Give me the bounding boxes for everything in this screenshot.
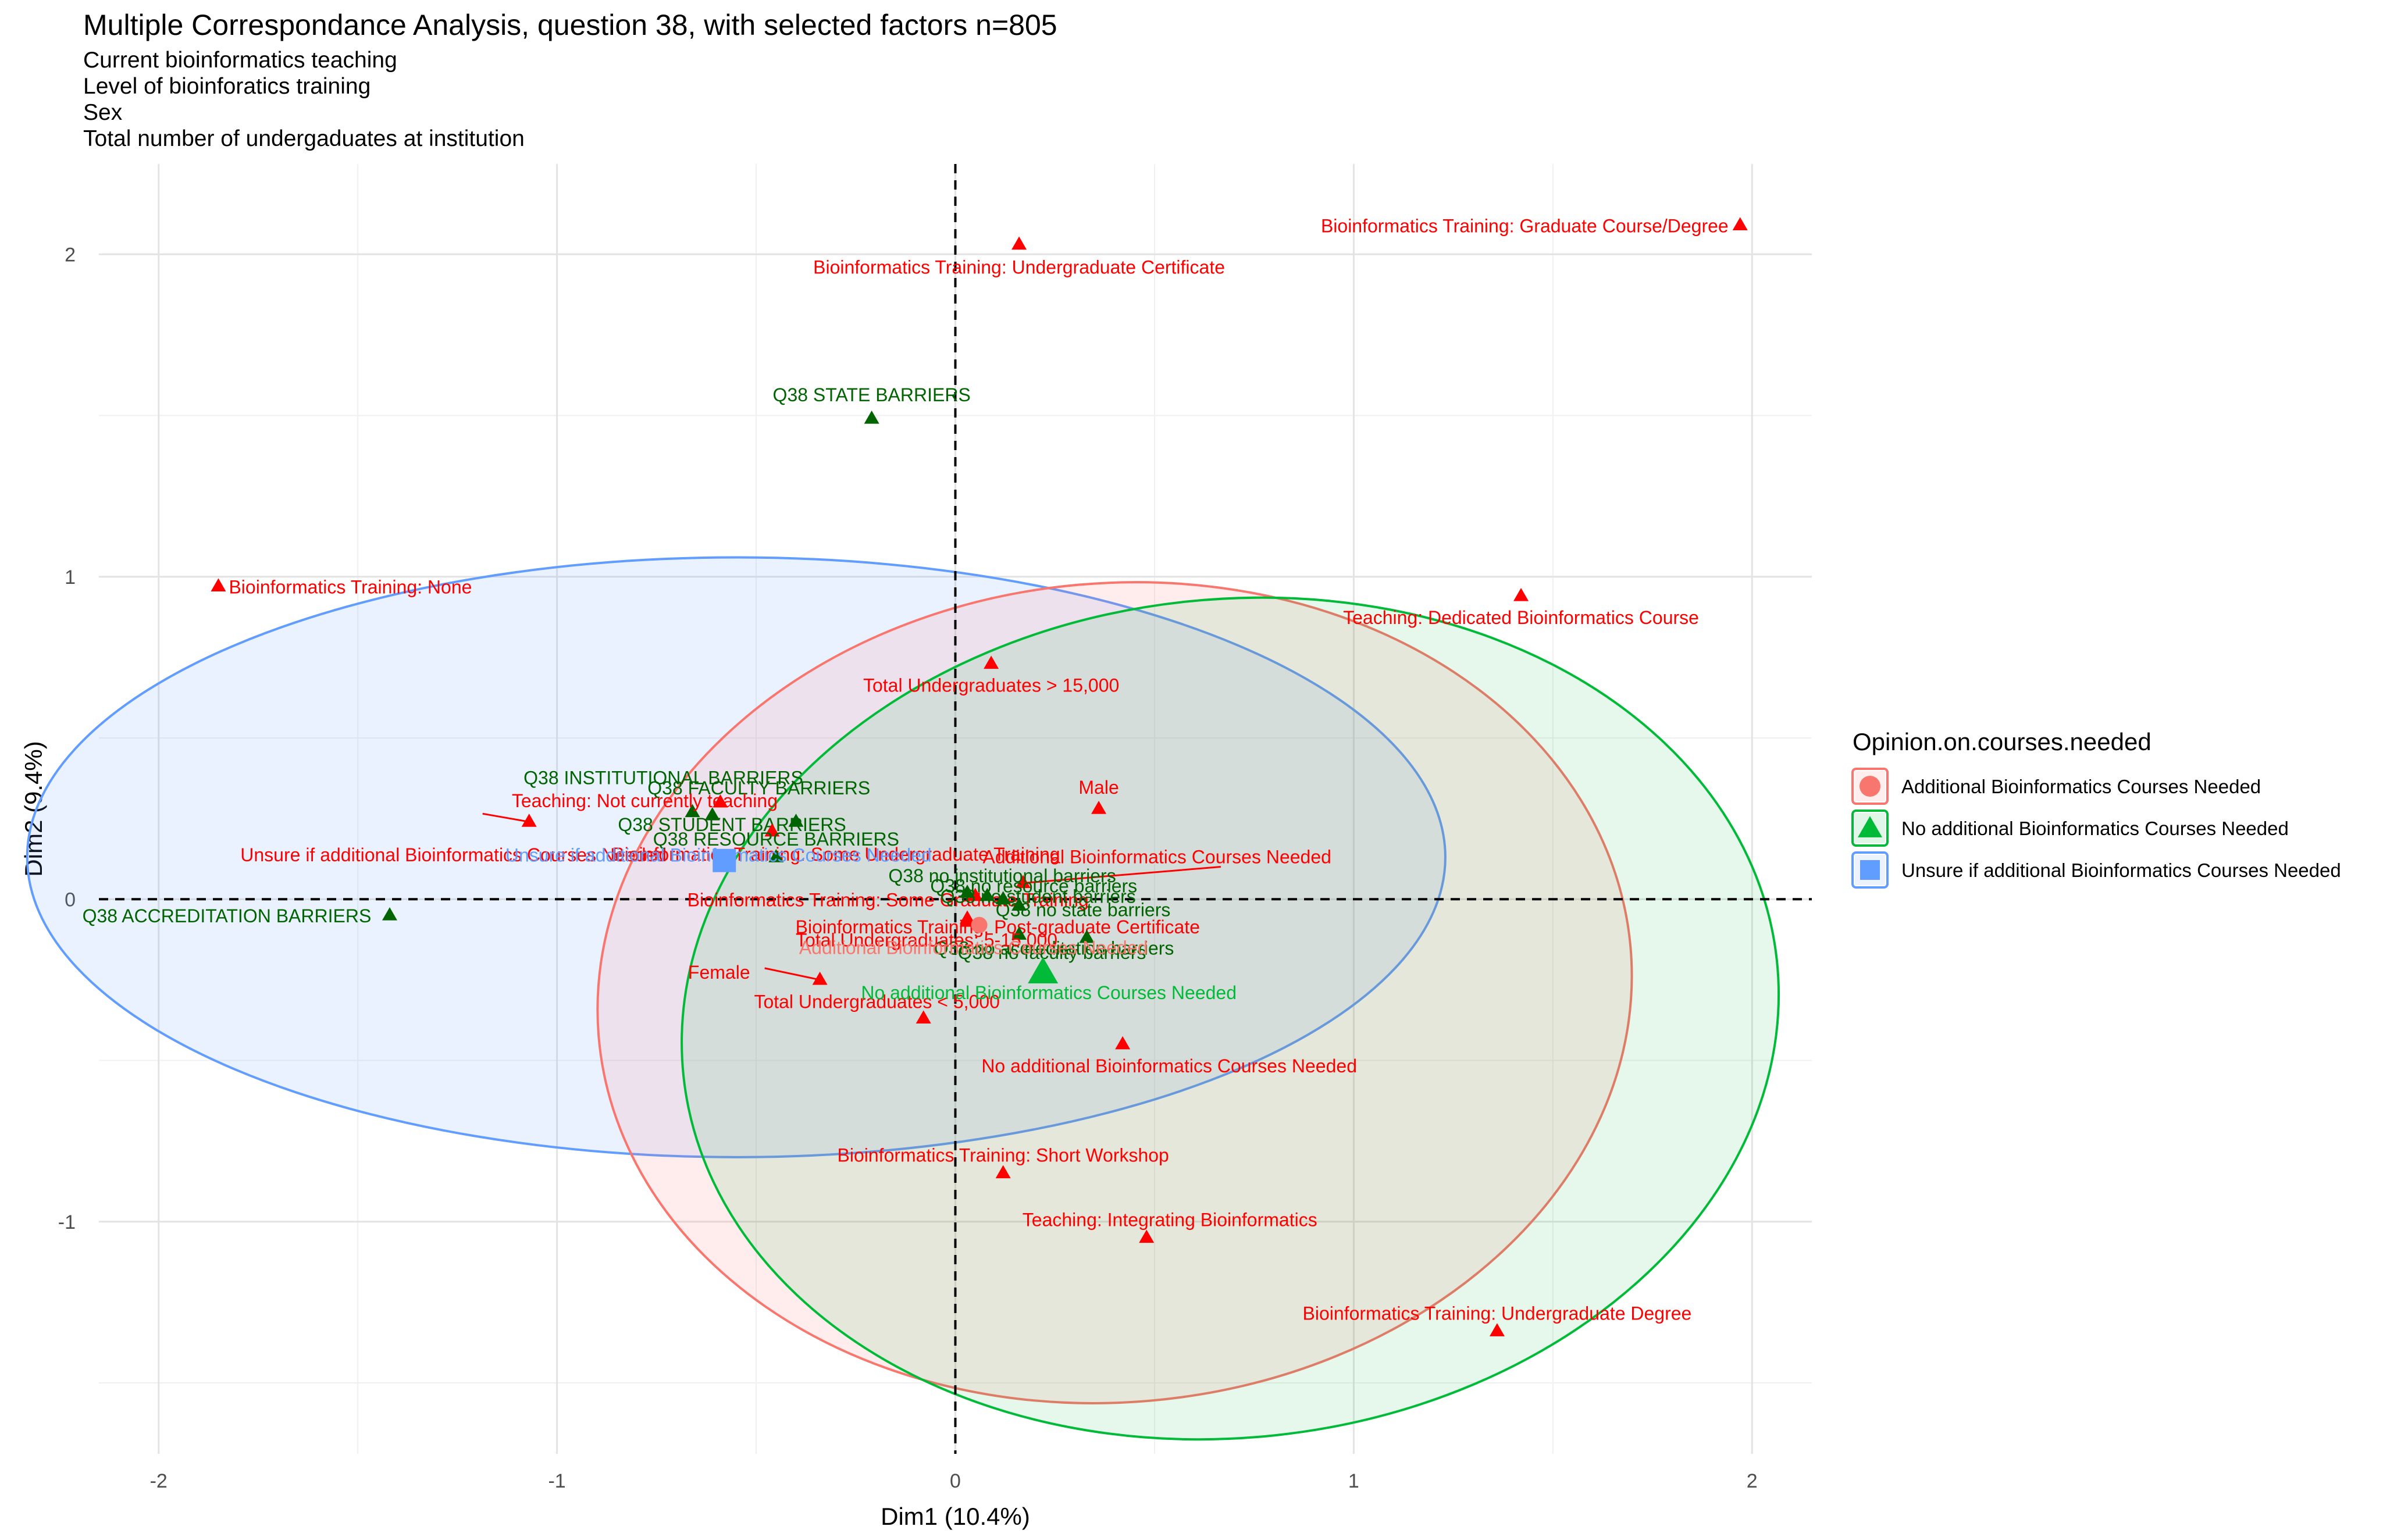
barrier-point bbox=[1011, 897, 1027, 911]
category-label: Teaching: Not currently teaching bbox=[512, 790, 778, 811]
category-point bbox=[1011, 236, 1027, 250]
category-label: Total Undergraduates: 5-15,000 bbox=[796, 930, 1057, 951]
y-axis-label: Dim2 (9.4%) bbox=[20, 741, 47, 876]
chart-subtitle-line: Current bioinformatics teaching bbox=[83, 48, 397, 73]
barrier-point bbox=[960, 885, 975, 898]
legend-label: Additional Bioinformatics Courses Needed bbox=[1901, 776, 2261, 797]
barrier-label: Q38 no institutional barriers bbox=[888, 865, 1116, 886]
category-label: Bioinformatics Training: Undergraduate D… bbox=[1303, 1303, 1692, 1324]
barrier-point bbox=[768, 849, 784, 862]
category-label: No additional Bioinformatics Courses Nee… bbox=[981, 1055, 1357, 1076]
barrier-label: Q38 no faculty barriers bbox=[958, 942, 1146, 963]
barrier-point bbox=[704, 807, 720, 821]
chart-title: Multiple Correspondance Analysis, questi… bbox=[83, 9, 1057, 41]
barrier-point bbox=[995, 891, 1011, 904]
barrier-label: Q38 no accreditation barriers bbox=[934, 937, 1174, 958]
category-label: Bioinformatics Training: Post-graduate C… bbox=[796, 917, 1200, 937]
category-point bbox=[916, 1010, 931, 1024]
y-tick-label: 1 bbox=[65, 566, 76, 589]
barrier-label: Q38 no student barriers bbox=[941, 886, 1136, 907]
category-label: Total Undergraduates > 15,000 bbox=[863, 675, 1119, 696]
category-point bbox=[211, 578, 226, 591]
barrier-label: Q38 STATE BARRIERS bbox=[773, 384, 971, 405]
category-point bbox=[995, 1165, 1011, 1179]
category-point bbox=[1091, 800, 1107, 814]
category-point bbox=[1139, 1229, 1155, 1243]
barrier-label: Q38 no resource barriers bbox=[930, 876, 1137, 897]
legend-triangle-icon bbox=[1858, 816, 1882, 837]
category-point bbox=[1015, 875, 1031, 889]
barrier-point bbox=[788, 814, 804, 827]
barrier-point bbox=[864, 411, 879, 424]
label-leader-line bbox=[1023, 866, 1221, 885]
x-tick-label: -2 bbox=[150, 1470, 168, 1492]
legend-square-icon bbox=[1860, 860, 1880, 880]
barrier-point bbox=[382, 907, 397, 921]
x-tick-label: 0 bbox=[950, 1470, 961, 1492]
chart-subtitle-line: Total number of undergaduates at institu… bbox=[83, 126, 525, 151]
barrier-point bbox=[1011, 926, 1027, 940]
category-label: Bioinformatics Training: Short Workshop bbox=[838, 1145, 1169, 1166]
category-label: Teaching: Integrating Bioinformatics bbox=[1023, 1209, 1317, 1230]
legend-circle-icon bbox=[1860, 776, 1880, 797]
x-tick-label: 1 bbox=[1348, 1470, 1359, 1492]
chart-subtitle-line: Sex bbox=[83, 100, 123, 125]
barrier-label: Q38 RESOURCE BARRIERS bbox=[653, 829, 899, 850]
label-leader-line bbox=[764, 967, 820, 981]
category-point bbox=[984, 655, 999, 669]
category-label: Bioinformatics Training: Undergraduate C… bbox=[813, 257, 1225, 278]
group-centroid-circle bbox=[971, 917, 988, 933]
legend-title: Opinion.on.courses.needed bbox=[1853, 728, 2151, 755]
barrier-label: Q38 FACULTY BARRIERS bbox=[647, 778, 870, 798]
barrier-point bbox=[1079, 929, 1095, 943]
group-centroid-label: Unsure if additional Bioinformatics Cour… bbox=[505, 845, 932, 866]
category-point bbox=[1513, 588, 1529, 601]
barrier-label: Q38 INSTITUTIONAL BARRIERS bbox=[523, 768, 803, 789]
category-point bbox=[1489, 1323, 1505, 1336]
group-centroid-triangle bbox=[1028, 957, 1059, 983]
x-tick-label: 2 bbox=[1747, 1470, 1758, 1492]
group-centroid-square bbox=[713, 848, 736, 872]
category-label: Additional Bioinformatics Courses Needed bbox=[983, 847, 1331, 868]
x-tick-label: -1 bbox=[548, 1470, 565, 1492]
category-label: Bioinformatics Training: None bbox=[229, 576, 472, 597]
category-label: Total Undergraduates < 5,000 bbox=[754, 991, 1000, 1012]
category-label: Female bbox=[688, 962, 750, 983]
category-point bbox=[713, 794, 728, 808]
legend-label: No additional Bioinformatics Courses Nee… bbox=[1901, 818, 2289, 839]
barrier-point bbox=[685, 804, 700, 818]
x-axis-label: Dim1 (10.4%) bbox=[881, 1503, 1030, 1530]
legend-label: Unsure if additional Bioinformatics Cour… bbox=[1901, 860, 2341, 881]
barrier-label: Q38 ACCREDITATION BARRIERS bbox=[83, 905, 372, 926]
category-point bbox=[764, 823, 780, 837]
category-point bbox=[521, 814, 537, 827]
category-label: Bioinformatics Training: Some Undergradu… bbox=[612, 844, 1060, 865]
barrier-label: Q38 STUDENT BARRIERS bbox=[618, 814, 846, 835]
confidence-ellipse bbox=[596, 581, 1633, 1404]
category-label: Male bbox=[1078, 777, 1118, 798]
category-label: Bioinformatics Training: Graduate Course… bbox=[1321, 215, 1729, 236]
barrier-label: Q38 no state barriers bbox=[996, 899, 1171, 920]
category-point bbox=[960, 910, 975, 924]
chart-subtitle-line: Level of bioinforatics training bbox=[83, 74, 371, 99]
y-tick-label: -1 bbox=[58, 1211, 76, 1233]
category-point bbox=[812, 971, 828, 985]
group-centroid-label: Additional Bioinformatics Courses Needed bbox=[799, 937, 1148, 958]
group-centroid-label: No additional Bioinformatics Courses Nee… bbox=[861, 982, 1237, 1003]
barrier-point bbox=[979, 887, 995, 901]
category-label: Teaching: Dedicated Bioinformatics Cours… bbox=[1343, 607, 1699, 628]
category-label: Unsure if additional Bioinformatics Cour… bbox=[240, 844, 667, 865]
y-tick-label: 2 bbox=[65, 244, 76, 266]
label-leader-line bbox=[482, 812, 529, 823]
category-point bbox=[1115, 1036, 1131, 1050]
y-tick-label: 0 bbox=[65, 889, 76, 911]
category-point bbox=[1732, 217, 1748, 230]
